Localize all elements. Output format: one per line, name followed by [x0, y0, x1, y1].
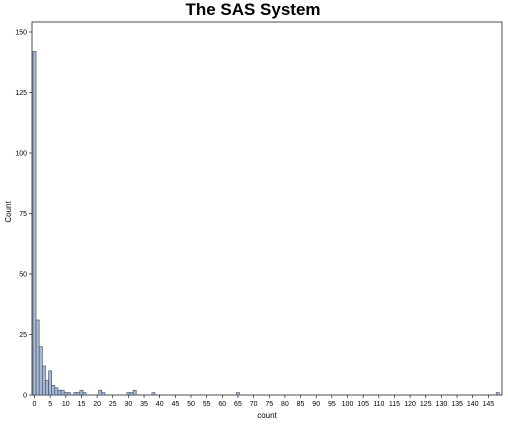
histogram-bar	[45, 380, 49, 396]
histogram-bar	[495, 392, 500, 396]
x-tick-label: 145	[483, 401, 495, 408]
y-tick-label: 75	[19, 211, 27, 218]
x-tick-label: 20	[93, 401, 101, 408]
histogram-bar	[38, 346, 43, 396]
histogram-bar	[60, 389, 65, 396]
y-axis: 0 25 50 75 100 125 150	[15, 30, 32, 400]
plot-area: 0 5 10 15 20 25 30 35 40 45 50 55 60 65 70 75 80 85 90 95 10…	[15, 21, 503, 408]
x-tick-label: 25	[109, 401, 117, 408]
y-tick-label: 0	[23, 393, 27, 400]
histogram-bar	[32, 51, 37, 396]
histogram-bar	[126, 392, 131, 396]
x-tick-label: 110	[373, 401, 384, 408]
x-tick-label: 60	[218, 401, 226, 408]
x-tick-label: 45	[171, 401, 179, 408]
x-tick-label: 85	[297, 401, 305, 408]
histogram-bar	[35, 319, 40, 396]
x-tick-label: 40	[156, 401, 164, 408]
histogram-bar	[73, 392, 78, 396]
x-tick-label: 50	[187, 401, 195, 408]
x-tick-label: 70	[250, 401, 258, 408]
y-axis-label: Count	[4, 201, 13, 223]
histogram-bar	[98, 389, 103, 396]
y-tick-label: 100	[15, 151, 27, 158]
x-tick-label: 5	[48, 401, 52, 408]
histogram-bar	[129, 392, 134, 396]
x-tick-label: 0	[33, 401, 37, 408]
x-tick-label: 140	[467, 401, 479, 408]
x-tick-label: 115	[389, 401, 400, 408]
x-tick-label: 100	[342, 401, 354, 408]
x-tick-label: 10	[62, 401, 70, 408]
y-tick-label: 25	[19, 332, 27, 339]
x-axis: 0 5 10 15 20 25 30 35 40 45 50 55 60 65 70 75 80 85 90 95 10…	[33, 395, 495, 408]
plot-frame	[31, 21, 503, 396]
x-tick-label: 95	[328, 401, 336, 408]
x-axis-label: count	[257, 411, 277, 420]
x-tick-label: 30	[125, 401, 133, 408]
x-tick-label: 55	[203, 401, 211, 408]
x-tick-label: 90	[312, 401, 320, 408]
x-tick-label: 125	[420, 401, 432, 408]
histogram-bar	[51, 385, 56, 396]
x-tick-label: 105	[357, 401, 369, 408]
chart-title: The SAS System	[185, 0, 320, 19]
x-tick-label: 80	[281, 401, 289, 408]
histogram-bar	[54, 387, 59, 396]
histogram-bar	[151, 392, 156, 396]
histogram-bar	[42, 365, 46, 396]
y-tick-label: 150	[15, 30, 27, 37]
bars	[32, 51, 500, 396]
histogram-bar	[67, 392, 71, 396]
histogram-bar	[79, 389, 84, 396]
y-tick-label: 125	[15, 90, 27, 97]
histogram-bar	[48, 370, 53, 396]
x-tick-label: 120	[404, 401, 416, 408]
histogram-bar	[82, 392, 87, 396]
x-tick-label: 135	[451, 401, 463, 408]
x-tick-label: 35	[140, 401, 148, 408]
x-tick-label: 130	[436, 401, 448, 408]
x-tick-label: 75	[265, 401, 273, 408]
histogram-bar	[57, 389, 62, 396]
histogram-bar	[76, 392, 81, 396]
x-tick-label: 15	[78, 401, 86, 408]
y-tick-label: 50	[19, 272, 27, 279]
histogram-bar	[101, 392, 106, 396]
histogram-bar	[236, 392, 240, 396]
histogram-bar	[63, 392, 68, 396]
histogram-bar	[132, 389, 137, 396]
x-tick-label: 65	[234, 401, 242, 408]
